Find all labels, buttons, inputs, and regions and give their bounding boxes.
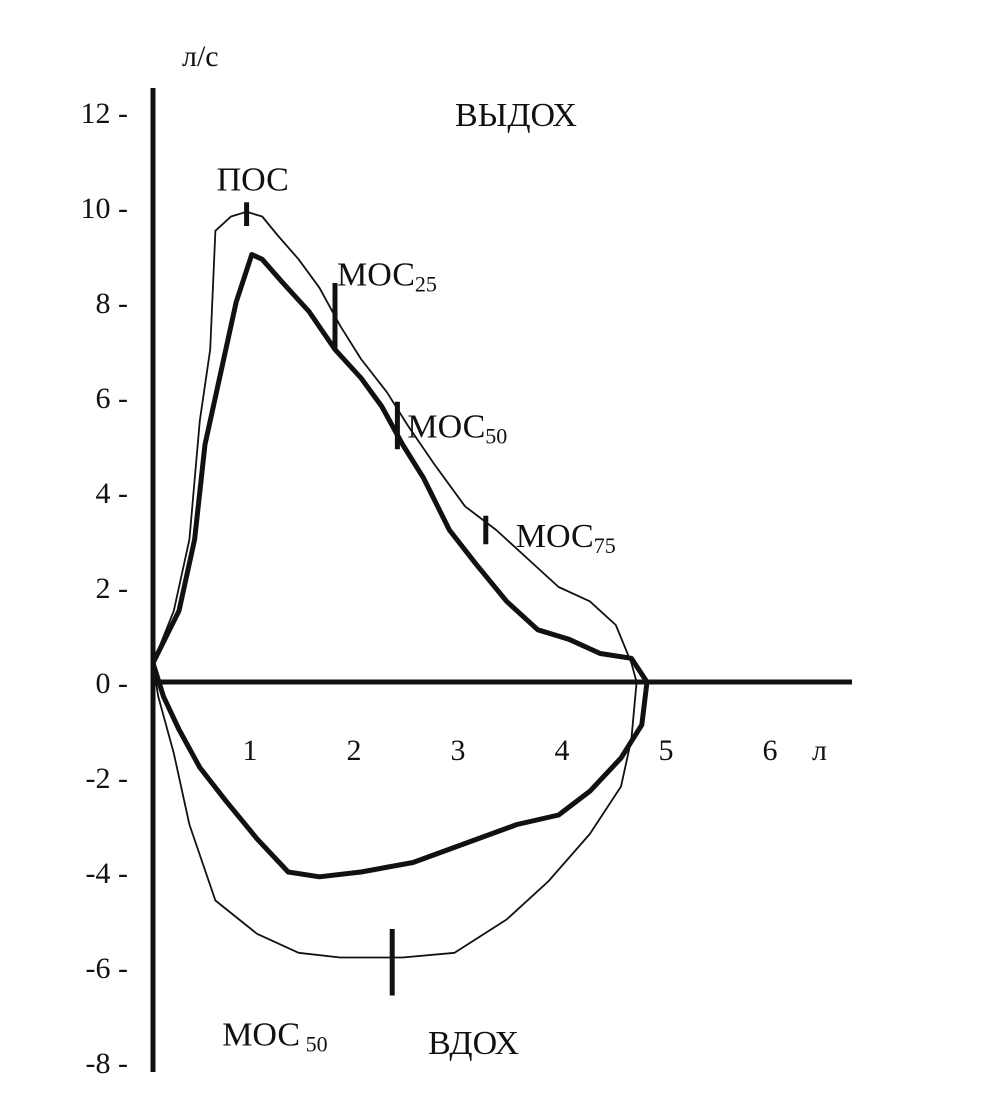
axes <box>150 88 852 1072</box>
x-axis-unit: л <box>812 734 827 767</box>
y-tick-label: -4 - <box>86 857 128 890</box>
mos50-exp-label: МОС50 <box>407 409 507 449</box>
y-tick-label: -6 - <box>86 952 128 985</box>
y-tick-label: 4 - <box>96 477 129 510</box>
mos25-label: МОС25 <box>337 257 437 297</box>
pos-label: ПОС <box>217 162 289 199</box>
y-tick-label: 10 - <box>81 192 129 225</box>
x-tick-label: 6 <box>763 734 778 767</box>
x-tick-label: 3 <box>451 734 466 767</box>
thick-curve <box>150 252 650 880</box>
y-tick-label: 2 - <box>96 572 129 605</box>
mos75-label: МОС75 <box>516 518 616 558</box>
annotation-subscript: 50 <box>485 424 507 449</box>
x-tick-label: 4 <box>555 734 570 767</box>
annotation-subscript: 50 <box>300 1032 328 1057</box>
annotation-markers <box>244 202 489 996</box>
curves <box>150 210 650 959</box>
expiration-label: ВЫДОХ <box>455 97 577 134</box>
x-tick-label: 2 <box>347 734 362 767</box>
annotation-subscript: 75 <box>594 533 616 558</box>
thin-curve <box>152 210 638 959</box>
y-tick-label: 12 - <box>81 97 129 130</box>
y-tick-label: -8 - <box>86 1047 128 1080</box>
y-tick-label: -2 - <box>86 762 128 795</box>
y-tick-label: 6 - <box>96 382 129 415</box>
y-tick-label: 0 - <box>96 667 129 700</box>
y-tick-label: 8 - <box>96 287 129 320</box>
inspiration-label: ВДОХ <box>428 1025 519 1062</box>
labels: 12 - 10 - 8 - 6 - 4 - 2 - 0 - -2 - -4 - -6 - -8 - 1… <box>81 40 828 1080</box>
x-tick-label: 1 <box>243 734 258 767</box>
y-axis-unit: л/с <box>182 40 219 73</box>
x-tick-label: 5 <box>659 734 674 767</box>
mos50-insp-label: МОС 50 <box>222 1017 327 1057</box>
annotation-subscript: 25 <box>415 272 437 297</box>
